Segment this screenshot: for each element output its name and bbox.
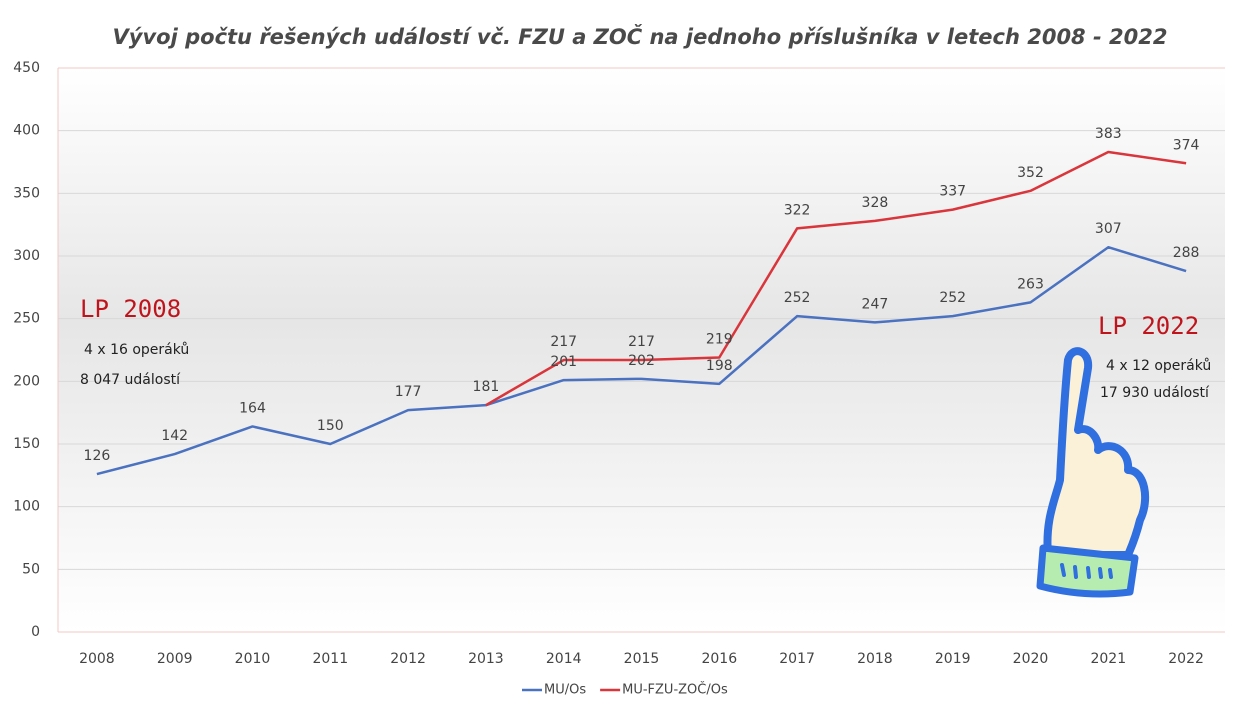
data-label: 142 [161,428,188,444]
data-label: 126 [84,448,111,464]
annotation-text: 8 047 událostí [80,372,181,388]
data-label: 219 [706,332,733,348]
data-label: 217 [628,334,655,350]
annotation-title: LP 2022 [1098,312,1199,340]
y-tick-label: 100 [13,499,40,515]
x-tick-label: 2020 [1013,651,1049,667]
annotation-text: 4 x 12 operáků [1106,358,1211,374]
legend-label: MU/Os [544,683,586,698]
x-tick-label: 2011 [312,651,348,667]
data-label: 337 [939,184,966,200]
data-label: 252 [939,290,966,306]
annotation-left: LP 2008 4 x 16 operáků 8 047 událostí [80,295,189,388]
data-label: 247 [862,296,889,312]
data-label: 352 [1017,165,1044,181]
annotation-text: 17 930 událostí [1100,385,1210,401]
x-tick-label: 2015 [624,651,660,667]
x-tick-label: 2008 [79,651,115,667]
data-label: 328 [862,195,889,211]
y-tick-label: 250 [13,311,40,327]
x-tick-label: 2010 [235,651,271,667]
annotation-title: LP 2008 [80,295,181,323]
data-label: 217 [550,334,577,350]
x-tick-label: 2021 [1090,651,1126,667]
x-tick-label: 2022 [1168,651,1204,667]
data-label: 288 [1173,245,1200,261]
legend-label: MU-FZU-ZOČ/Os [622,682,728,698]
data-label: 252 [784,290,811,306]
y-tick-label: 150 [13,436,40,452]
x-tick-label: 2017 [779,651,815,667]
y-tick-label: 450 [13,60,40,76]
x-tick-label: 2016 [701,651,737,667]
data-label: 150 [317,418,344,434]
chart-title: Vývoj počtu řešených událostí vč. FZU a … [113,24,1168,49]
data-label: 307 [1095,221,1122,237]
y-tick-label: 0 [31,624,40,640]
x-tick-label: 2019 [935,651,971,667]
data-label: 322 [784,202,811,218]
data-label: 202 [628,353,655,369]
data-label: 263 [1017,276,1044,292]
x-tick-label: 2018 [857,651,893,667]
chart: Vývoj počtu řešených událostí vč. FZU a … [0,0,1240,706]
x-tick-label: 2009 [157,651,193,667]
data-label: 177 [395,384,422,400]
x-tick-label: 2014 [546,651,582,667]
data-label: 164 [239,400,266,416]
x-tick-label: 2013 [468,651,504,667]
annotation-text: 4 x 16 operáků [84,342,189,358]
y-tick-label: 300 [13,248,40,264]
data-label: 201 [550,354,577,370]
y-tick-label: 350 [13,185,40,201]
x-tick-label: 2012 [390,651,426,667]
data-label: 383 [1095,126,1122,142]
data-label: 181 [473,379,500,395]
y-tick-label: 400 [13,123,40,139]
data-label: 374 [1173,137,1200,153]
y-tick-label: 200 [13,373,40,389]
y-tick-label: 50 [22,561,40,577]
data-label: 198 [706,358,733,374]
